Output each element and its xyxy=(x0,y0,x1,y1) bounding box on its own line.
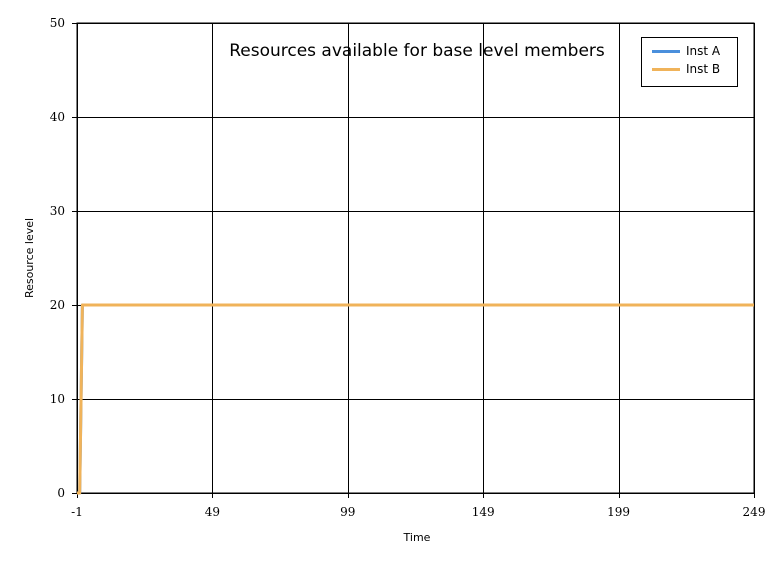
plot-area-frame xyxy=(76,22,755,494)
legend-swatch-inst-a xyxy=(652,49,680,53)
x-tick-label: 149 xyxy=(472,505,495,519)
y-tick-label: 30 xyxy=(50,204,65,218)
series-line-inst-b xyxy=(77,303,754,495)
y-tick-label: 40 xyxy=(50,110,65,124)
x-axis-label: Time xyxy=(403,531,431,544)
legend-label-inst-b: Inst B xyxy=(686,62,721,76)
y-axis-label: Resource level xyxy=(23,218,36,298)
x-tick-label: 199 xyxy=(607,505,630,519)
x-tick-label: 99 xyxy=(340,505,355,519)
x-tick-label: 49 xyxy=(205,505,220,519)
chart-title: Resources available for base level membe… xyxy=(229,41,605,61)
y-tick-label: 0 xyxy=(57,486,65,500)
series-lines xyxy=(77,303,754,495)
x-tick-label: -1 xyxy=(71,505,83,519)
y-tick-label: 10 xyxy=(50,392,65,406)
legend-swatch-inst-b xyxy=(652,67,680,71)
y-tick-label: 20 xyxy=(50,298,65,312)
legend-label-inst-a: Inst A xyxy=(686,44,721,58)
tick-labels: -1 49 99 149 199 249 0 10 20 30 40 50 xyxy=(50,16,766,519)
legend-item-inst-a: Inst A xyxy=(652,43,720,59)
y-tick-label: 50 xyxy=(50,16,65,30)
x-tick-label: 249 xyxy=(743,505,766,519)
grid-lines xyxy=(72,22,755,498)
legend: Inst A Inst B xyxy=(641,37,738,87)
legend-item-inst-b: Inst B xyxy=(652,61,720,77)
